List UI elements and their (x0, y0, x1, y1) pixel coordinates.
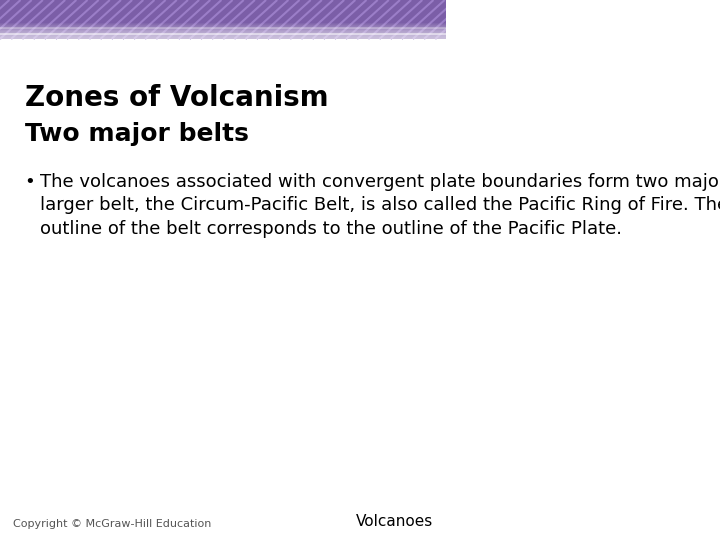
FancyBboxPatch shape (0, 31, 446, 32)
FancyBboxPatch shape (0, 28, 446, 29)
FancyBboxPatch shape (0, 30, 446, 31)
FancyBboxPatch shape (0, 33, 446, 35)
FancyBboxPatch shape (0, 36, 446, 37)
FancyBboxPatch shape (0, 32, 446, 33)
Text: •: • (24, 173, 35, 191)
FancyBboxPatch shape (0, 24, 446, 25)
FancyBboxPatch shape (0, 35, 446, 36)
FancyBboxPatch shape (0, 28, 446, 29)
FancyBboxPatch shape (0, 26, 446, 27)
Text: Copyright © McGraw-Hill Education: Copyright © McGraw-Hill Education (14, 519, 212, 529)
FancyBboxPatch shape (0, 37, 446, 38)
Text: Volcanoes: Volcanoes (356, 514, 433, 529)
FancyBboxPatch shape (0, 32, 446, 33)
FancyBboxPatch shape (0, 38, 446, 39)
FancyBboxPatch shape (0, 35, 446, 36)
Text: The volcanoes associated with convergent plate boundaries form two major belts. : The volcanoes associated with convergent… (40, 173, 720, 238)
Text: Two major belts: Two major belts (24, 122, 248, 145)
FancyBboxPatch shape (0, 0, 446, 39)
FancyBboxPatch shape (0, 25, 446, 26)
FancyBboxPatch shape (0, 29, 446, 30)
FancyBboxPatch shape (0, 26, 446, 28)
Text: Zones of Volcanism: Zones of Volcanism (24, 84, 328, 112)
